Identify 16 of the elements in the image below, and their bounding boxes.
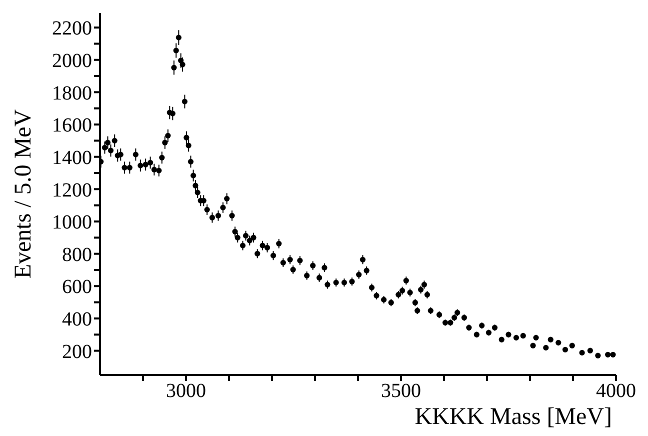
y-tick-label: 800 bbox=[62, 244, 92, 266]
y-tick-label: 200 bbox=[62, 340, 92, 363]
y-tick-label: 400 bbox=[62, 308, 92, 331]
x-tick-label: 3500 bbox=[381, 380, 421, 402]
y-tick-label: 1200 bbox=[52, 179, 92, 202]
y-tick-label: 2000 bbox=[52, 50, 92, 72]
x-tick-label: 3000 bbox=[166, 380, 206, 402]
y-axis-title: Events / 5.0 MeV bbox=[10, 108, 37, 279]
x-tick-label: 4000 bbox=[596, 380, 636, 402]
x-axis-title: KKKK Mass [MeV] bbox=[414, 404, 612, 430]
y-tick-label: 1800 bbox=[52, 82, 92, 104]
y-tick-label: 2200 bbox=[52, 18, 92, 40]
y-tick-label: 1400 bbox=[52, 146, 92, 169]
y-tick-label: 600 bbox=[62, 276, 92, 298]
y-tick-label: 1600 bbox=[52, 114, 92, 137]
y-tick-label: 1000 bbox=[52, 212, 92, 234]
